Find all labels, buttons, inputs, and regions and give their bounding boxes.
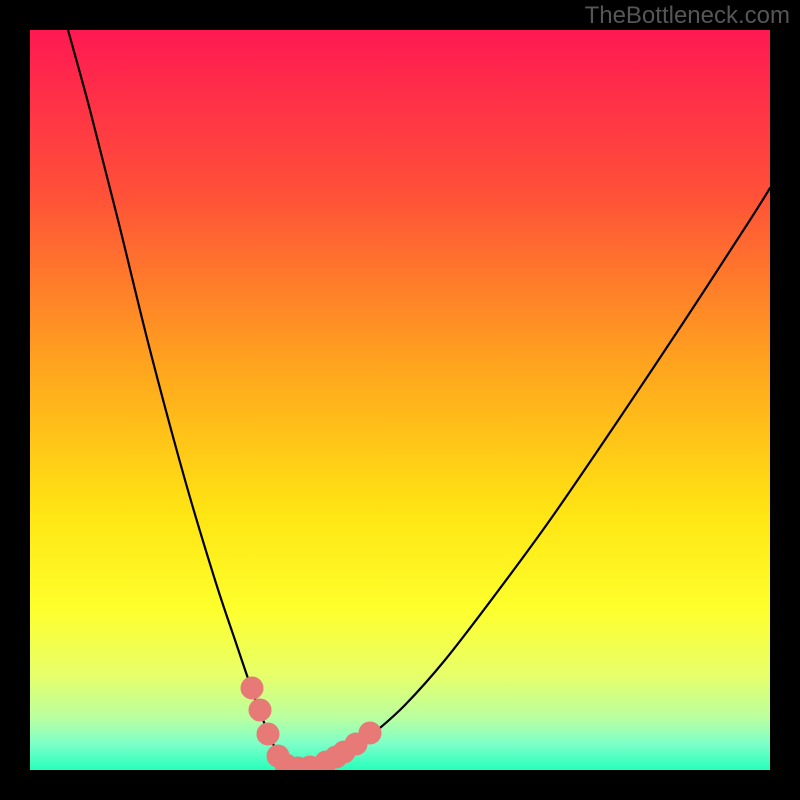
bottleneck-curve bbox=[68, 30, 770, 768]
plot-area bbox=[30, 30, 770, 770]
data-dots bbox=[241, 677, 381, 770]
data-dot bbox=[241, 677, 263, 699]
data-dot bbox=[359, 722, 381, 744]
watermark-text: TheBottleneck.com bbox=[585, 2, 790, 30]
data-dot bbox=[249, 699, 271, 721]
curve-layer bbox=[30, 30, 770, 770]
data-dot bbox=[257, 723, 279, 745]
border-bottom bbox=[0, 770, 800, 800]
border-left bbox=[0, 0, 30, 800]
chart-frame: TheBottleneck.com bbox=[0, 0, 800, 800]
border-right bbox=[770, 0, 800, 800]
